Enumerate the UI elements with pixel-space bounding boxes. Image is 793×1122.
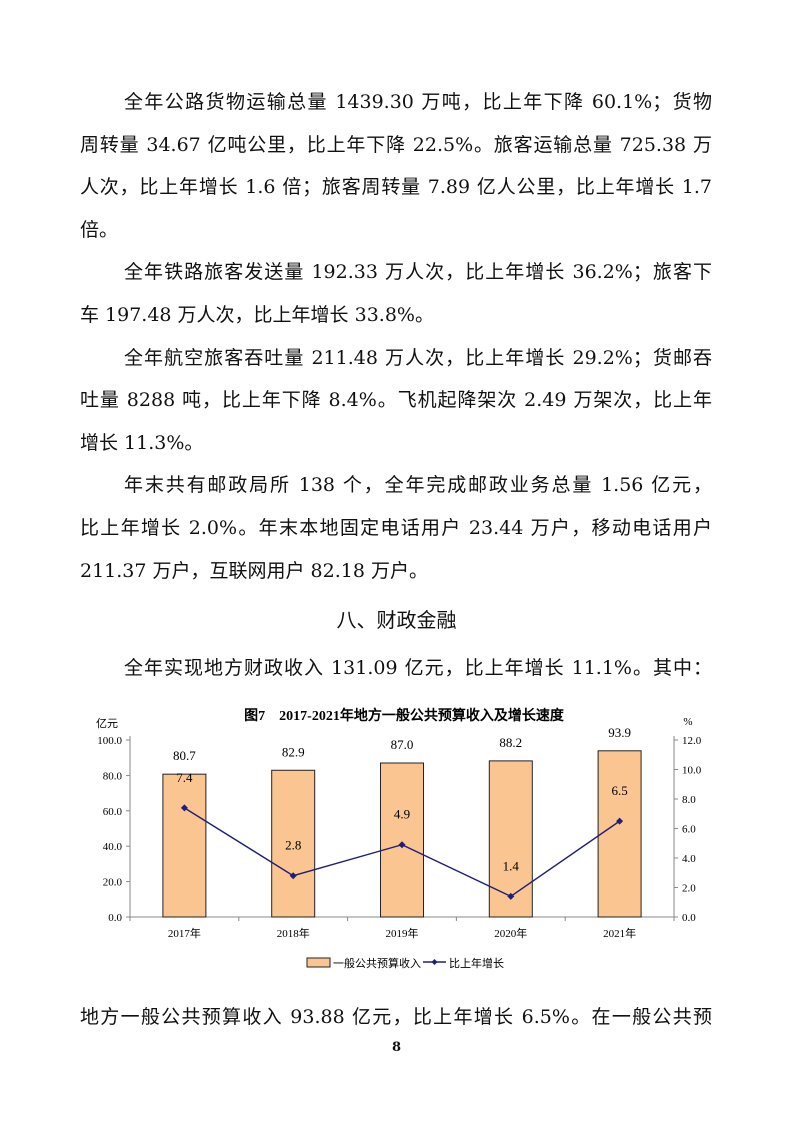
right-tick-label: 12.0 [682, 735, 702, 747]
paragraph-line: 倍。 [80, 218, 119, 241]
right-tick-label: 0.0 [682, 912, 696, 924]
bar-value-label: 82.9 [282, 744, 305, 759]
right-axis-unit: % [683, 716, 692, 728]
paragraph-line: 吐量 8288 吨，比上年下降 8.4%。飞机起降架次 2.49 万架次，比上年 [80, 389, 712, 412]
growth-value-label: 6.5 [611, 783, 627, 798]
paragraph-line: 比上年增长 2.0%。年末本地固定电话用户 23.44 万户，移动电话用户 [80, 517, 712, 539]
chart-title: 图7 2017-2021年地方一般公共预算收入及增长速度 [244, 707, 565, 724]
right-tick-label: 6.0 [682, 824, 696, 836]
paragraph-line: 211.37 万户，互联网用户 82.18 万户。 [80, 559, 428, 582]
bar-value-label: 93.9 [608, 725, 631, 740]
bar-value-label: 88.2 [499, 735, 522, 750]
left-tick-label: 100.0 [97, 735, 122, 747]
paragraph-line: 车 197.48 万人次，比上年增长 33.8%。 [80, 304, 434, 326]
bar-2017年 [162, 773, 207, 918]
left-tick-label: 0.0 [108, 912, 122, 924]
x-tick-label: 2019年 [386, 926, 419, 940]
legend-line-label: 比上年增长 [449, 956, 504, 970]
bar-2020年 [488, 760, 533, 918]
bar-value-label: 87.0 [391, 737, 414, 752]
growth-value-label: 4.9 [394, 807, 410, 822]
paragraph-line: 全年航空旅客吞吐量 211.48 万人次，比上年增长 29.2%；货邮吞 [124, 346, 712, 369]
left-tick-label: 80.0 [103, 770, 123, 782]
paragraph-line: 人次，比上年增长 1.6 倍；旅客周转量 7.89 亿人公里，比上年增长 1.7 [80, 176, 712, 199]
x-tick-label: 2017年 [168, 926, 201, 940]
bar-2018年 [271, 769, 316, 918]
paragraph-line: 增长 11.3%。 [80, 431, 204, 454]
growth-point [616, 817, 624, 825]
bar-value-label: 80.7 [173, 748, 196, 763]
x-tick-label: 2021年 [603, 926, 636, 940]
intro-line: 全年实现地方财政收入 131.09 亿元，比上年增长 11.1%。其中： [124, 657, 712, 679]
right-tick-label: 4.0 [682, 853, 696, 865]
legend-bar-swatch [306, 957, 331, 968]
page-number: 8 [391, 1040, 402, 1055]
legend-line-marker [431, 959, 438, 965]
after-chart-line: 地方一般公共预算收入 93.88 亿元，比上年增长 6.5%。在一般公共预 [80, 1006, 712, 1028]
growth-value-label: 7.4 [176, 770, 193, 785]
paragraph-line: 周转量 34.67 亿吨公里，比上年下降 22.5%。旅客运输总量 725.38… [80, 133, 712, 156]
right-tick-label: 2.0 [682, 883, 696, 895]
x-tick-label: 2020年 [494, 926, 527, 940]
section-heading: 八、财政金融 [336, 608, 457, 632]
paragraph-line: 年末共有邮政局所 138 个，全年完成邮政业务总量 1.56 亿元， [124, 474, 712, 497]
right-tick-label: 8.0 [682, 794, 696, 806]
left-axis-unit: 亿元 [96, 717, 118, 730]
growth-point [180, 804, 188, 812]
growth-point [507, 892, 515, 900]
legend-bar-label: 一般公共预算收入 [333, 956, 421, 970]
paragraph-line: 全年铁路旅客发送量 192.33 万人次，比上年增长 36.2%；旅客下 [124, 261, 712, 284]
x-tick-label: 2018年 [277, 926, 310, 940]
growth-point [398, 841, 406, 849]
left-tick-label: 40.0 [103, 841, 123, 853]
growth-value-label: 2.8 [285, 838, 301, 853]
paragraph-line: 全年公路货物运输总量 1439.30 万吨，比上年下降 60.1%；货物 [124, 91, 712, 113]
growth-point [289, 872, 297, 880]
growth-value-label: 1.4 [503, 858, 520, 873]
left-tick-label: 20.0 [103, 877, 123, 889]
bar-2019年 [380, 762, 424, 918]
left-tick-label: 60.0 [103, 806, 123, 818]
bar-2021年 [597, 750, 642, 918]
right-tick-label: 10.0 [682, 765, 702, 777]
